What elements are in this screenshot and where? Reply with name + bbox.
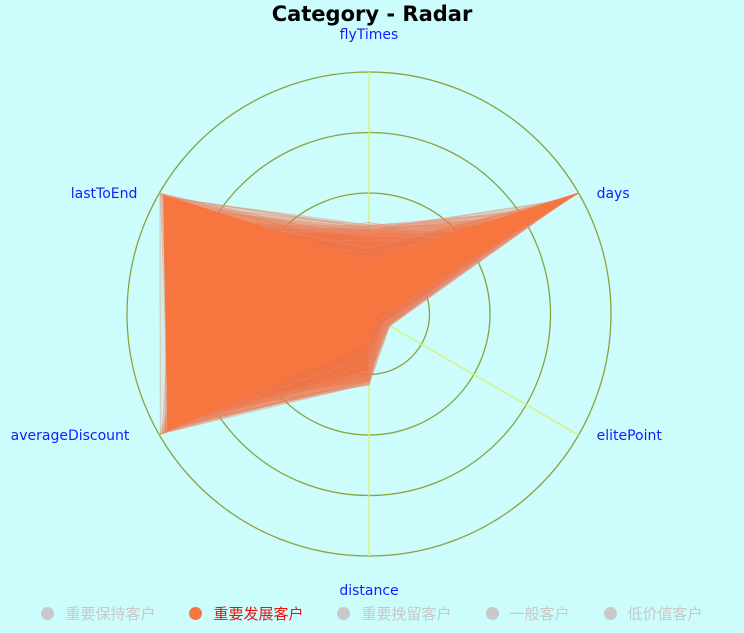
radar-chart: flyTimes days elitePoint distance averageDis…: [11, 27, 663, 599]
legend-label: 重要保持客户: [65, 604, 156, 623]
indicator-label-flytimes: flyTimes: [340, 27, 399, 43]
legend-item[interactable]: 重要挽留客户: [337, 602, 452, 624]
legend-label: 一般客户: [509, 604, 570, 623]
legend-label: 重要发展客户: [213, 604, 304, 623]
radar-areas: [158, 192, 579, 436]
legend-item[interactable]: 低价值客户: [603, 602, 703, 624]
radar-series-area: [163, 192, 579, 431]
legend-marker-icon: [41, 606, 55, 620]
indicator-label-averagediscount: averageDiscount: [11, 428, 130, 444]
chart-title: Category - Radar: [271, 2, 473, 26]
legend-item[interactable]: 重要保持客户: [41, 602, 155, 624]
legend-item[interactable]: 重要发展客户: [189, 602, 303, 624]
legend-marker-icon: [603, 606, 617, 620]
indicator-label-distance: distance: [339, 583, 398, 599]
indicator-label-days: days: [597, 186, 630, 202]
indicator-label-lasttoend: lastToEnd: [71, 186, 138, 202]
radar-axis-line: [368, 313, 579, 436]
legend: 重要保持客户 重要发展客户 重要挽留客户 一般客户 低价值客户: [0, 602, 744, 624]
legend-marker-icon: [485, 606, 499, 620]
legend-label: 低价值客户: [627, 604, 703, 623]
legend-marker-icon: [189, 606, 203, 620]
legend-marker-icon: [337, 606, 351, 620]
radar-indicator-labels: flyTimes days elitePoint distance averageDis…: [11, 27, 663, 599]
legend-label: 重要挽留客户: [361, 604, 452, 623]
indicator-label-elitepoint: elitePoint: [597, 428, 663, 444]
legend-item[interactable]: 一般客户: [485, 602, 570, 624]
